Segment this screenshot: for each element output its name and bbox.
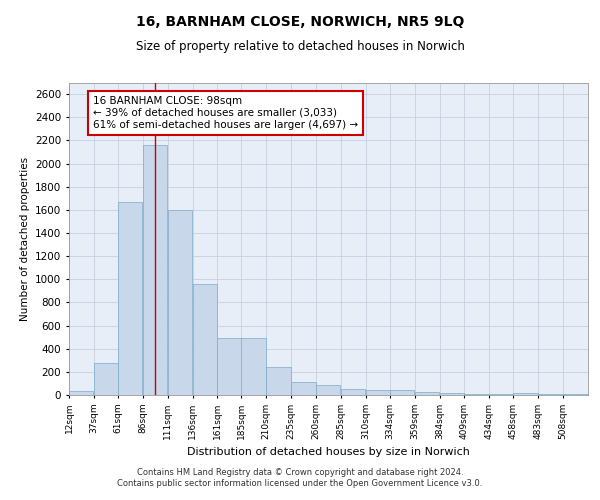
Bar — [490, 394, 514, 395]
X-axis label: Distribution of detached houses by size in Norwich: Distribution of detached houses by size … — [187, 448, 470, 458]
Bar — [241, 338, 266, 395]
Bar — [390, 390, 414, 395]
Text: Contains HM Land Registry data © Crown copyright and database right 2024.
Contai: Contains HM Land Registry data © Crown c… — [118, 468, 482, 487]
Bar — [464, 394, 489, 395]
Bar — [69, 391, 94, 395]
Bar — [167, 210, 192, 395]
Bar — [217, 338, 242, 395]
Bar — [94, 362, 118, 395]
Bar — [513, 394, 538, 395]
Bar — [143, 145, 167, 395]
Bar — [118, 202, 142, 395]
Bar — [415, 392, 439, 395]
Y-axis label: Number of detached properties: Number of detached properties — [20, 156, 29, 321]
Bar — [563, 394, 587, 395]
Bar — [538, 394, 563, 395]
Bar — [366, 390, 390, 395]
Text: 16 BARNHAM CLOSE: 98sqm
← 39% of detached houses are smaller (3,033)
61% of semi: 16 BARNHAM CLOSE: 98sqm ← 39% of detache… — [93, 96, 358, 130]
Bar — [193, 284, 217, 395]
Text: 16, BARNHAM CLOSE, NORWICH, NR5 9LQ: 16, BARNHAM CLOSE, NORWICH, NR5 9LQ — [136, 15, 464, 29]
Bar — [440, 394, 464, 395]
Bar — [316, 384, 340, 395]
Bar — [291, 382, 316, 395]
Bar — [341, 388, 365, 395]
Text: Size of property relative to detached houses in Norwich: Size of property relative to detached ho… — [136, 40, 464, 53]
Bar — [266, 367, 290, 395]
